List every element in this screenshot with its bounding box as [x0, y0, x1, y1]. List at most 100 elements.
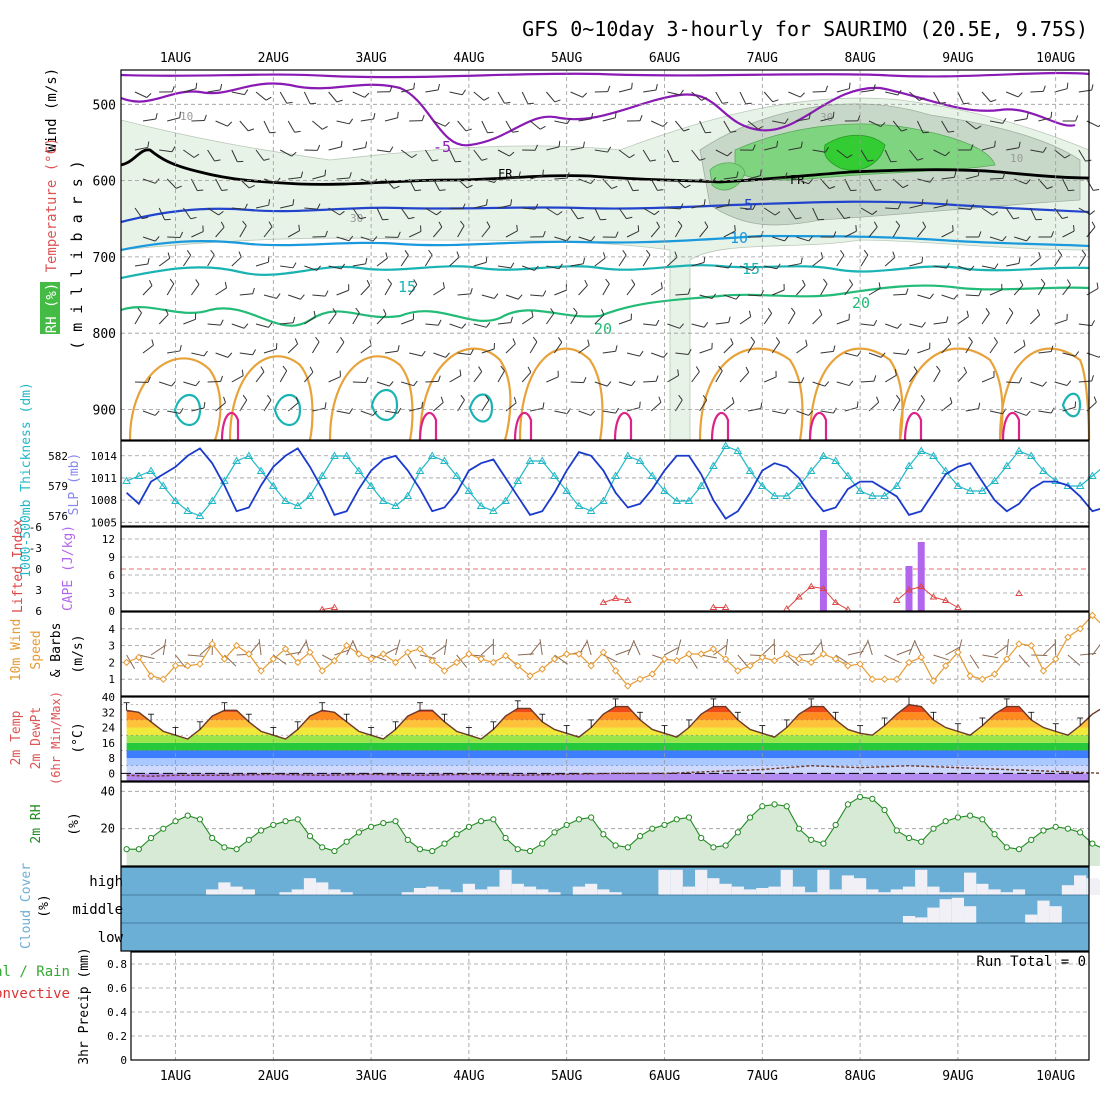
barb-staff	[860, 380, 875, 383]
barb-flag	[137, 307, 142, 314]
barb-flag	[871, 210, 878, 215]
wind-barb	[651, 352, 668, 358]
wind-speed-point	[795, 655, 803, 663]
wind-barb	[530, 290, 547, 297]
rh2m-area	[126, 796, 1100, 866]
barb-flag	[840, 249, 845, 256]
temp-band	[126, 712, 1089, 720]
barb-staff	[182, 254, 192, 267]
pressure-tick-label: 500	[93, 98, 116, 113]
barb-flag	[322, 126, 328, 130]
wind-barb	[578, 112, 594, 122]
barb-staff	[521, 371, 532, 383]
wind-barb	[497, 316, 513, 325]
surface-barb	[945, 646, 960, 656]
rh2m-point	[918, 838, 925, 845]
barb-flag	[902, 184, 909, 189]
wind-barb	[158, 207, 171, 221]
surface-barb	[933, 654, 949, 661]
barb-flag	[711, 293, 717, 299]
barb-flag	[833, 231, 837, 238]
wind-barb	[336, 235, 354, 242]
barb-flag	[844, 216, 851, 220]
pressure-tick-label: 900	[93, 403, 116, 418]
rh2m-point	[123, 846, 130, 853]
barb-staff	[481, 399, 490, 412]
thickness-point	[806, 466, 816, 474]
wind-speed-point	[452, 658, 461, 667]
wind-barb	[723, 120, 737, 133]
rh2m-point	[575, 816, 583, 823]
wind-barb	[287, 120, 301, 133]
barb-staff	[820, 117, 834, 122]
barb-flag	[512, 338, 516, 345]
rh2m-point	[1015, 846, 1023, 853]
barb-staff	[449, 91, 463, 96]
barb-staff	[892, 225, 901, 238]
temp-tick-label: 24	[102, 722, 116, 735]
barb-flag	[243, 323, 249, 329]
wind-barb	[191, 350, 208, 357]
barb-staff	[570, 147, 584, 151]
barb-staff	[215, 120, 228, 127]
wind-barb	[280, 199, 295, 209]
barb-staff	[166, 283, 175, 296]
barb-flag	[372, 236, 378, 242]
wind-barb	[328, 263, 346, 270]
wind-barb	[812, 146, 829, 153]
surface-barb	[187, 654, 204, 657]
thickness-point	[745, 466, 755, 474]
thickness-point	[501, 496, 510, 504]
cape-bar	[917, 542, 925, 611]
barb-staff	[336, 410, 350, 415]
barb-staff	[336, 120, 350, 125]
cloud-bar	[695, 869, 708, 895]
barb-staff	[618, 88, 632, 93]
barb-flag	[966, 310, 969, 317]
wind-barb	[554, 118, 571, 125]
rh2m-point	[881, 806, 888, 814]
barb-staff	[885, 91, 898, 96]
wind-label-2: Speed	[29, 630, 44, 669]
barb-flag	[348, 118, 354, 125]
wind-barb	[505, 338, 516, 354]
barb-staff	[191, 352, 205, 357]
barb-flag	[483, 96, 490, 101]
wind-barb	[352, 207, 367, 220]
barb-staff	[433, 287, 445, 296]
rh2m-point	[270, 821, 277, 829]
barb-staff	[747, 341, 756, 354]
barb-flag	[510, 199, 513, 206]
cloud-bar	[682, 886, 696, 895]
barb-staff	[650, 120, 664, 127]
barb-staff	[739, 207, 753, 210]
li-point	[831, 598, 840, 606]
thickness-point	[794, 481, 804, 489]
wind-speed-point	[294, 658, 302, 667]
rh-max-region	[823, 134, 886, 171]
cloud-bar	[548, 892, 561, 895]
cloud-bar	[915, 917, 928, 923]
barb-flag	[542, 402, 545, 409]
barb-flag	[397, 345, 400, 352]
barb-staff	[642, 207, 655, 216]
wind-barb	[618, 149, 635, 159]
barb-staff	[376, 149, 390, 153]
wind-barb	[239, 287, 255, 296]
barb-staff	[772, 410, 786, 415]
barb-flag	[1062, 216, 1069, 220]
barb-staff	[384, 178, 395, 189]
wind-barb	[933, 149, 951, 157]
li-label: Lifted Index	[11, 519, 26, 613]
barb-flag	[220, 319, 224, 326]
barb-flag	[444, 121, 450, 127]
barb-flag	[210, 249, 215, 256]
wind-barb	[933, 365, 941, 383]
wind-barb	[699, 120, 712, 134]
wind-barb	[618, 249, 627, 267]
wind-barb	[691, 149, 706, 161]
rh2m-point	[649, 825, 656, 832]
wind-barb	[376, 85, 393, 93]
surface-barb	[1043, 643, 1056, 656]
barb-staff	[352, 147, 366, 151]
